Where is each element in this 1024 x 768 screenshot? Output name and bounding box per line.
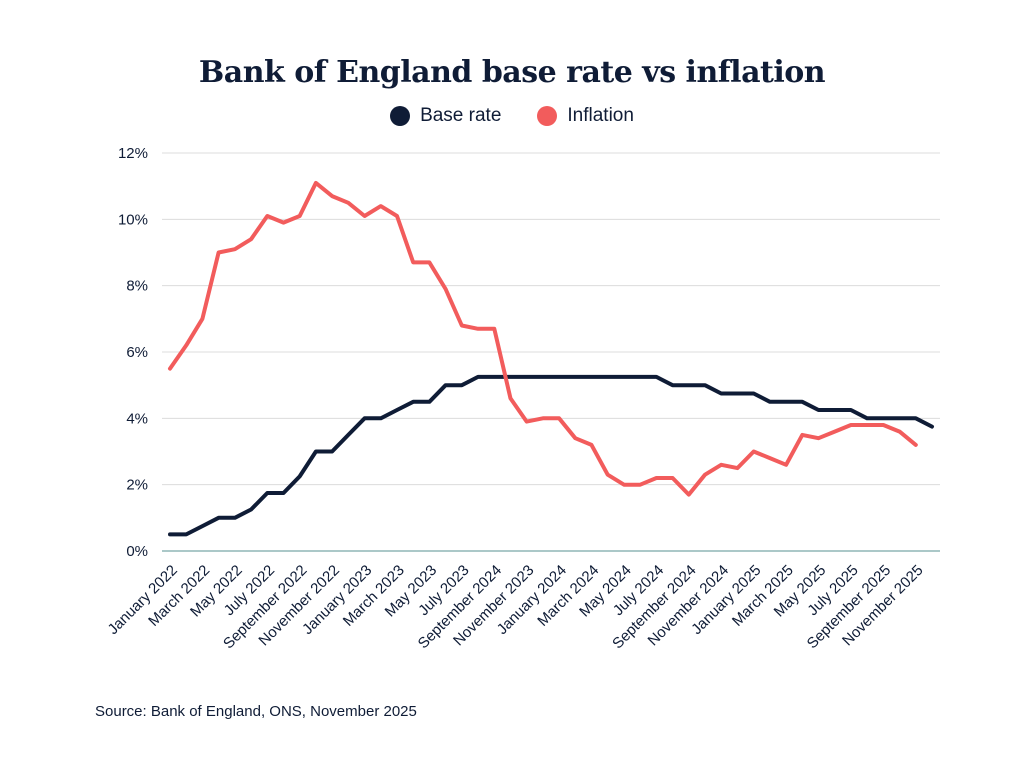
legend-item-inflation: Inflation: [537, 105, 634, 127]
y-tick-label: 8%: [126, 278, 148, 295]
y-tick-label: 12%: [118, 145, 148, 162]
y-tick-label: 10%: [118, 211, 148, 228]
source-note: Source: Bank of England, ONS, November 2…: [95, 703, 417, 720]
legend-swatch-base-rate: [390, 106, 411, 126]
series-line-base-rate: [168, 374, 934, 537]
legend-label-base-rate: Base rate: [420, 105, 502, 126]
y-tick-label: 2%: [126, 477, 148, 494]
y-tick-label: 0%: [126, 543, 148, 560]
legend-label-inflation: Inflation: [567, 105, 634, 126]
legend-swatch-inflation: [537, 106, 558, 126]
legend-item-base-rate: Base rate: [390, 105, 501, 127]
y-tick-label: 6%: [126, 344, 148, 361]
series-line-inflation: [168, 180, 918, 497]
chart-legend: Base rate Inflation: [0, 105, 1024, 127]
chart-title: Bank of England base rate vs inflation: [198, 55, 826, 90]
y-tick-label: 4%: [126, 410, 148, 427]
